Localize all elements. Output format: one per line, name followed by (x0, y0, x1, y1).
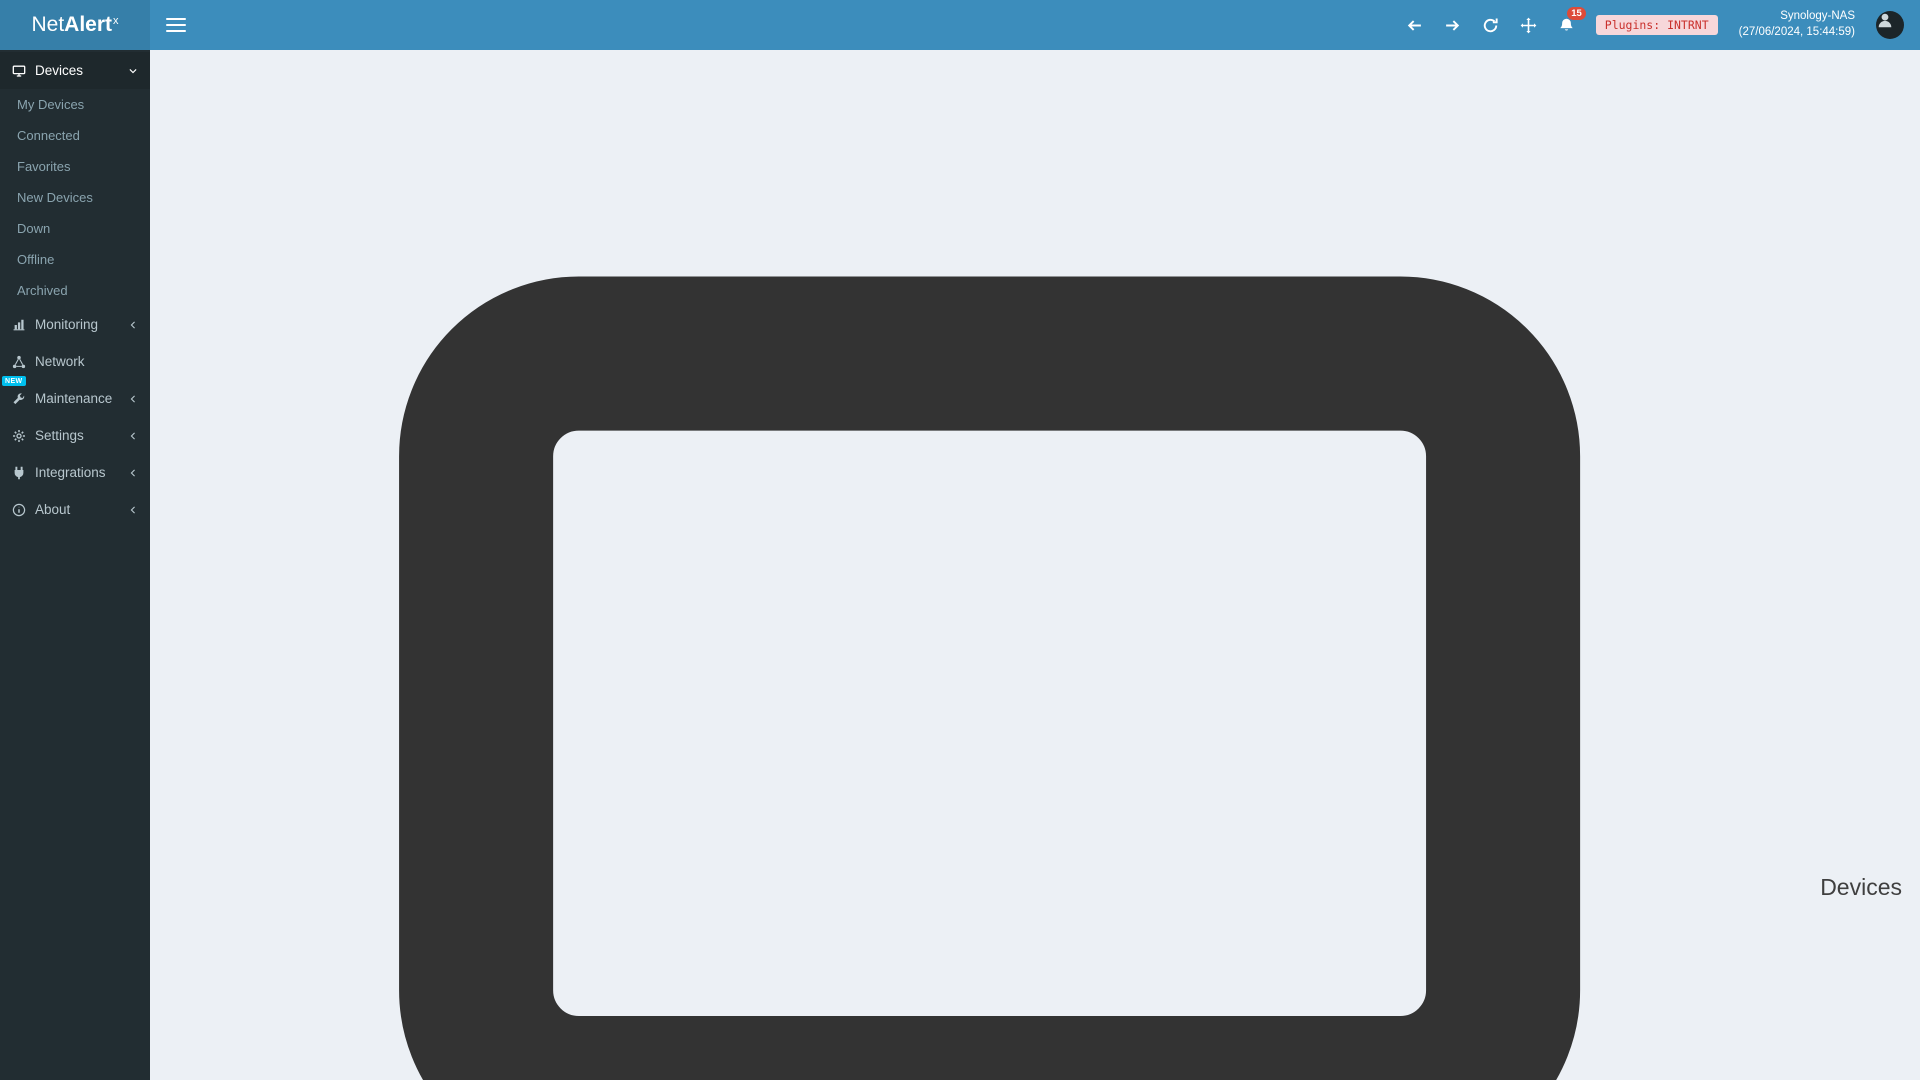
brand-bold: Alert (64, 13, 113, 36)
sidebar-item-down[interactable]: Down (17, 221, 51, 236)
top-navbar: Net Alert x 15 Plugins: INTRNT Synology-NA… (0, 0, 1920, 50)
network-icon (12, 355, 26, 369)
sidebar-item-label: Network (35, 354, 85, 369)
sidebar-item-monitoring[interactable]: Monitoring (0, 306, 150, 343)
sidebar-item-settings[interactable]: Settings (0, 417, 150, 454)
wrench-icon (12, 392, 26, 406)
sidebar-item-favorites[interactable]: Favorites (17, 159, 71, 174)
arrow-left-icon (1406, 17, 1423, 34)
gear-icon (12, 429, 26, 443)
sidebar-item-label: About (35, 502, 71, 517)
sidebar-item-devices[interactable]: Devices (0, 52, 150, 89)
host-name: Synology-NAS (1780, 10, 1855, 23)
brand-sup: x (113, 15, 119, 27)
refresh-icon (1482, 17, 1499, 34)
page-title: Devices (1820, 874, 1902, 901)
chevron-left-icon (128, 431, 138, 441)
sidebar-item-offline[interactable]: Offline (17, 252, 55, 267)
sidebar-item-label: Integrations (35, 465, 106, 480)
plug-icon (12, 466, 26, 480)
brand-prefix: Net (31, 13, 65, 36)
sidebar-toggle-button[interactable] (166, 18, 186, 32)
sidebar-item-label: Monitoring (35, 317, 99, 332)
host-timestamp: (27/06/2024, 15:44:59) (1738, 26, 1855, 38)
sidebar-item-new-devices[interactable]: New Devices (17, 190, 93, 205)
sidebar-item-archived[interactable]: Archived (17, 283, 68, 298)
notifications-button[interactable]: 15 (1558, 6, 1586, 34)
info-icon (12, 503, 26, 517)
chevron-left-icon (128, 394, 138, 404)
page-header: Devices (168, 66, 1902, 1080)
laptop-icon (168, 66, 1811, 1080)
chevron-left-icon (128, 320, 138, 330)
navbar-right: 15 Plugins: INTRNT Synology-NAS (27/06/2… (1406, 6, 1904, 40)
sidebar-item-my-devices[interactable]: My Devices (17, 97, 85, 112)
chevron-left-icon (128, 468, 138, 478)
sidebar-item-label: Settings (35, 428, 84, 443)
move-button[interactable] (1520, 17, 1537, 34)
arrow-right-icon (1444, 17, 1461, 34)
user-avatar[interactable] (1876, 11, 1904, 39)
sidebar: Devices My Devices Connected Favorites New D… (0, 50, 150, 1080)
sidebar-item-maintenance[interactable]: NEW Maintenance (0, 376, 150, 417)
person-icon (1876, 11, 1904, 39)
bell-icon (1558, 17, 1575, 34)
chevron-down-icon (128, 66, 138, 76)
app-logo[interactable]: Net Alert x (0, 0, 150, 50)
sidebar-item-label: Maintenance (35, 391, 113, 406)
notification-count-badge: 15 (1567, 6, 1586, 20)
host-info: Synology-NAS (27/06/2024, 15:44:59) (1739, 9, 1855, 40)
arrows-move-icon (1520, 17, 1537, 34)
monitor-icon (12, 64, 26, 78)
sidebar-item-network[interactable]: Network (0, 343, 150, 380)
chart-icon (12, 318, 26, 332)
navbar-main: 15 Plugins: INTRNT Synology-NAS (27/06/2… (150, 0, 1920, 50)
back-button[interactable] (1406, 17, 1423, 34)
new-tag-badge: NEW (2, 376, 26, 386)
forward-button[interactable] (1444, 17, 1461, 34)
sidebar-item-about[interactable]: About (0, 491, 150, 528)
sidebar-item-connected[interactable]: Connected (17, 128, 80, 143)
sidebar-item-integrations[interactable]: Integrations (0, 454, 150, 491)
plugins-status-badge[interactable]: Plugins: INTRNT (1595, 15, 1718, 35)
chevron-left-icon (128, 505, 138, 515)
sidebar-item-label: Devices (35, 63, 84, 78)
refresh-button[interactable] (1482, 17, 1499, 34)
main-content: Devices 67My Devices34Connected4New Devi… (150, 50, 1920, 1080)
